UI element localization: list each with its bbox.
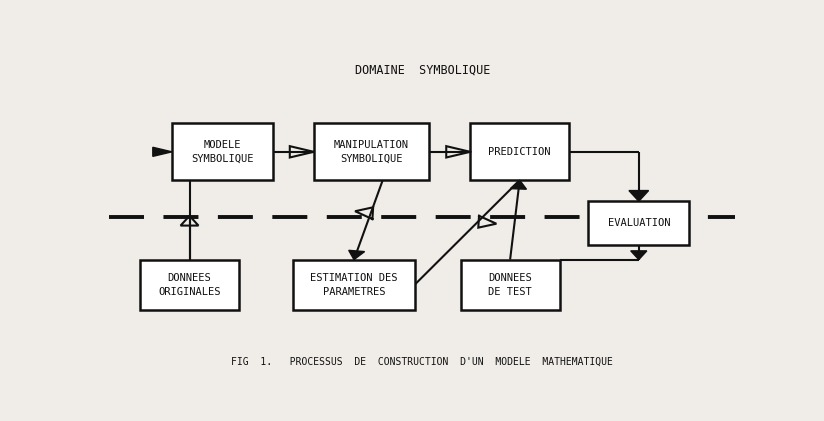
Text: EVALUATION: EVALUATION bbox=[607, 218, 670, 228]
Text: DOMAINE  SYMBOLIQUE: DOMAINE SYMBOLIQUE bbox=[354, 64, 490, 77]
Bar bbox=[461, 260, 559, 310]
Polygon shape bbox=[510, 180, 527, 189]
Bar bbox=[172, 123, 273, 180]
Text: DONNEES
ORIGINALES: DONNEES ORIGINALES bbox=[158, 273, 221, 297]
Bar bbox=[314, 123, 428, 180]
Polygon shape bbox=[630, 251, 647, 260]
Text: DONNEES
DE TEST: DONNEES DE TEST bbox=[489, 273, 532, 297]
Text: MANIPULATION
SYMBOLIQUE: MANIPULATION SYMBOLIQUE bbox=[334, 140, 409, 164]
Bar bbox=[588, 201, 689, 245]
Text: FIG  1.   PROCESSUS  DE  CONSTRUCTION  D'UN  MODELE  MATHEMATIQUE: FIG 1. PROCESSUS DE CONSTRUCTION D'UN MO… bbox=[232, 357, 613, 367]
Bar bbox=[471, 123, 569, 180]
Bar bbox=[293, 260, 414, 310]
Text: MODELE
SYMBOLIQUE: MODELE SYMBOLIQUE bbox=[191, 140, 254, 164]
Polygon shape bbox=[349, 250, 364, 260]
Polygon shape bbox=[152, 147, 172, 156]
Text: PREDICTION: PREDICTION bbox=[489, 147, 551, 157]
Text: ESTIMATION DES
PARAMETRES: ESTIMATION DES PARAMETRES bbox=[310, 273, 398, 297]
Polygon shape bbox=[629, 191, 648, 201]
Bar bbox=[140, 260, 239, 310]
